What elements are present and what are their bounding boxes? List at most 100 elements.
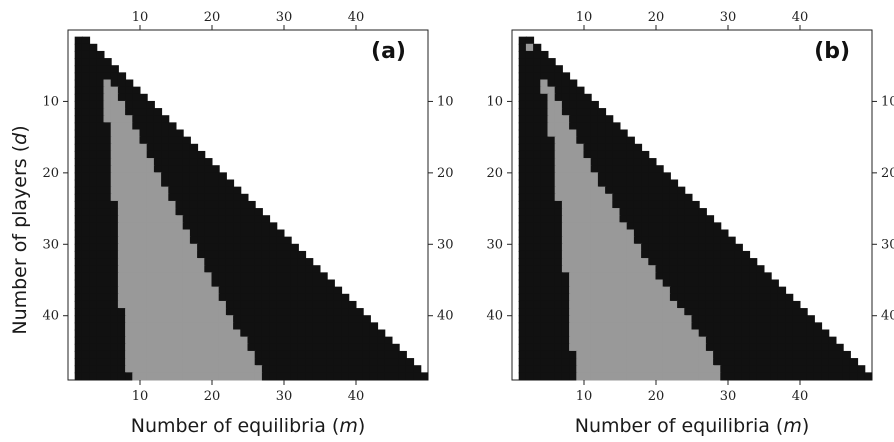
cell-black [247,265,256,274]
cell-gray [161,193,170,202]
cell-black [518,322,527,331]
cell-black [655,222,664,231]
cell-gray [576,322,585,331]
x-tick-label-top: 30 [720,10,737,25]
cell-gray [161,272,170,281]
cell-black [698,286,707,295]
cell-black [96,200,105,210]
cell-gray [161,200,170,210]
cell-black [734,250,743,260]
cell-black [669,222,679,231]
cell-black [741,272,751,281]
cell-gray [146,186,155,195]
cell-black [240,250,249,260]
cell-black [605,122,614,131]
cell-gray [117,265,127,274]
cell-black [197,165,206,174]
cell-black [576,136,585,145]
cell-black [720,308,729,317]
cell-black [741,250,751,260]
cell-black [269,365,278,374]
cell-gray [218,358,227,367]
cell-black [175,179,184,188]
cell-black [290,308,299,317]
cell-black [705,243,715,252]
cell-black [211,193,220,202]
cell-black [842,358,851,367]
cell-gray [633,300,643,310]
cell-black [806,315,815,324]
cell-black [533,315,542,324]
x-tick-label-bottom: 10 [576,389,593,404]
cell-black [74,336,83,345]
cell-black [96,100,105,110]
cell-black [233,215,242,224]
cell-black [720,300,729,310]
cell-black [319,358,328,367]
cell-black [81,258,91,267]
cell-gray [619,322,628,331]
cell-black [312,272,321,281]
cell-black [319,336,328,345]
cell-black [540,215,549,224]
cell-black [547,215,556,224]
cell-black [677,250,686,260]
cell-black [756,286,765,295]
cell-gray [153,308,163,317]
cell-gray [561,115,571,124]
cell-black [806,372,815,381]
cell-gray [590,186,599,195]
cell-black [81,158,91,167]
cell-black [648,179,657,188]
cell-black [525,215,535,224]
cell-gray [103,115,112,124]
cell-black [547,136,556,145]
cell-gray [175,372,184,381]
cell-black [225,200,235,210]
cell-black [341,322,350,331]
cell-black [777,286,787,295]
cell-black [770,343,779,352]
cell-gray [125,115,134,124]
cell-gray [153,258,163,267]
cell-gray [597,208,607,217]
cell-gray [698,343,707,352]
cell-black [218,215,227,224]
cell-black [283,265,292,274]
cell-gray [662,358,671,367]
cell-black [583,100,592,110]
cell-black [333,336,343,345]
cell-gray [561,143,571,152]
cell-gray [619,358,628,367]
cell-gray [561,165,571,174]
y-tick-label-right: 20 [437,166,454,181]
cell-black [698,300,707,310]
cell-gray [146,250,155,260]
cell-black [641,215,650,224]
cell-black [96,372,105,381]
cell-black [333,350,343,360]
cell-black [348,329,357,338]
cell-black [540,136,549,145]
cell-gray [197,350,206,360]
cell-black [225,243,235,252]
cell-black [290,250,299,260]
cell-black [518,43,527,52]
cell-black [705,308,715,317]
cell-black [240,329,249,338]
cell-black [835,365,844,374]
cell-black [305,365,314,374]
cell-black [655,243,664,252]
cell-black [727,258,736,267]
cell-gray [168,229,177,238]
cell-black [377,350,386,360]
cell-black [777,372,787,381]
cell-black [168,150,177,160]
cell-gray [233,372,242,381]
cell-black [698,315,707,324]
cell-black [633,215,643,224]
cell-gray [641,265,650,274]
cell-gray [132,129,141,138]
cell-black [139,108,148,117]
cell-black [103,136,112,145]
